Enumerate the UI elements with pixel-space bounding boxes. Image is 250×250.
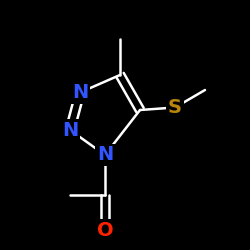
Text: N: N — [97, 146, 113, 165]
Text: N: N — [72, 83, 88, 102]
Text: O: O — [97, 220, 113, 240]
Text: N: N — [62, 120, 78, 140]
Text: S: S — [168, 98, 182, 117]
